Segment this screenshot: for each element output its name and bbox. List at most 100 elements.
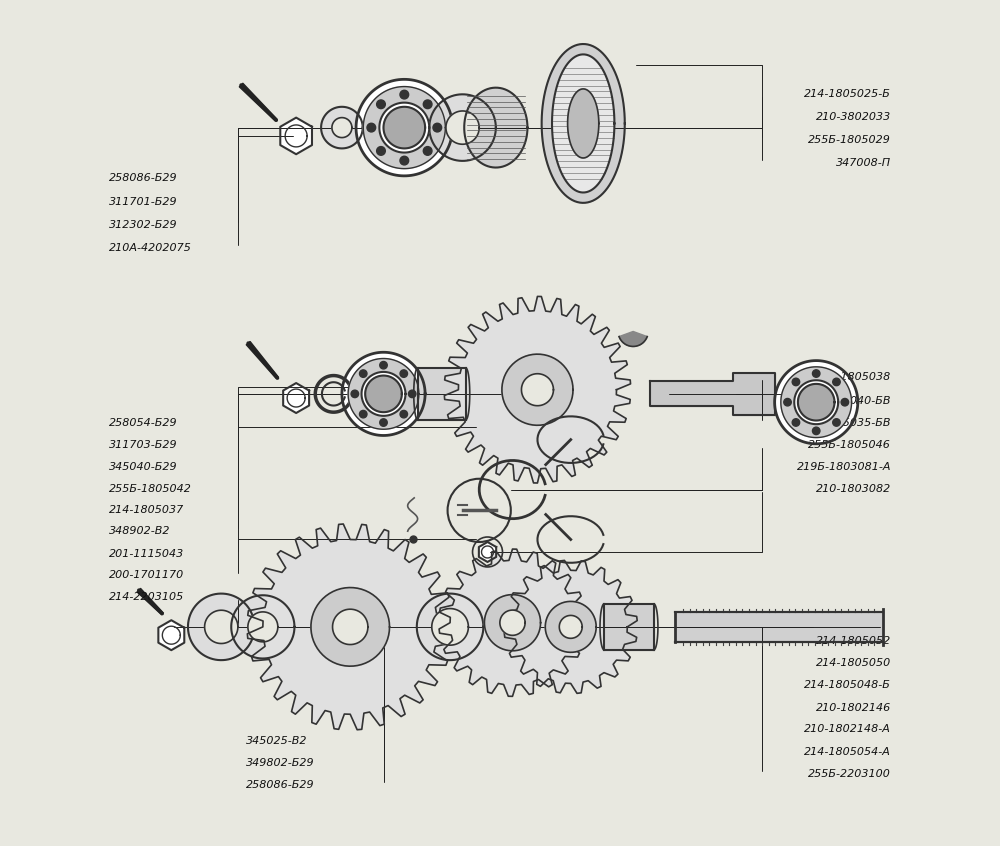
Text: 345040-Б29: 345040-Б29 bbox=[109, 462, 178, 472]
Text: 255Б-2203100: 255Б-2203100 bbox=[808, 769, 891, 779]
Circle shape bbox=[423, 146, 432, 156]
Circle shape bbox=[359, 410, 367, 418]
Circle shape bbox=[377, 146, 385, 156]
Polygon shape bbox=[500, 610, 525, 635]
Polygon shape bbox=[545, 602, 596, 652]
Polygon shape bbox=[362, 372, 405, 416]
Text: 214-1805038: 214-1805038 bbox=[816, 372, 891, 382]
Text: 311703-Б29: 311703-Б29 bbox=[109, 441, 178, 450]
Text: 210A-4202075: 210A-4202075 bbox=[109, 244, 192, 253]
Text: 214-1805037: 214-1805037 bbox=[109, 504, 184, 514]
Polygon shape bbox=[446, 111, 479, 144]
Text: 258054-Б29: 258054-Б29 bbox=[109, 418, 178, 428]
Polygon shape bbox=[504, 560, 637, 694]
Polygon shape bbox=[794, 380, 838, 424]
Polygon shape bbox=[248, 612, 278, 642]
Polygon shape bbox=[231, 596, 294, 658]
Circle shape bbox=[380, 361, 387, 369]
Circle shape bbox=[812, 370, 820, 377]
Circle shape bbox=[400, 410, 408, 418]
Polygon shape bbox=[568, 89, 599, 158]
Text: 214-1805054-A: 214-1805054-A bbox=[804, 747, 891, 756]
Polygon shape bbox=[188, 594, 255, 660]
Circle shape bbox=[812, 427, 820, 435]
Text: 210-3802033: 210-3802033 bbox=[816, 112, 891, 122]
Polygon shape bbox=[365, 376, 402, 412]
Circle shape bbox=[792, 378, 800, 386]
Text: 214-2203105: 214-2203105 bbox=[109, 592, 184, 602]
Text: 347008-П: 347008-П bbox=[836, 157, 891, 168]
Bar bbox=[418, 368, 466, 420]
Polygon shape bbox=[559, 615, 582, 639]
Polygon shape bbox=[479, 542, 496, 562]
Circle shape bbox=[400, 157, 409, 165]
Bar bbox=[604, 604, 654, 650]
Text: 312302-Б29: 312302-Б29 bbox=[109, 220, 178, 230]
Polygon shape bbox=[205, 610, 238, 644]
Polygon shape bbox=[439, 549, 586, 696]
Polygon shape bbox=[502, 354, 573, 426]
Polygon shape bbox=[158, 620, 184, 651]
Text: 349802-Б29: 349802-Б29 bbox=[246, 757, 315, 767]
Wedge shape bbox=[619, 332, 647, 347]
Polygon shape bbox=[239, 83, 277, 121]
Text: 255Б-1805029: 255Б-1805029 bbox=[808, 135, 891, 145]
Text: 201-1115043: 201-1115043 bbox=[109, 549, 184, 558]
Polygon shape bbox=[429, 94, 496, 161]
Polygon shape bbox=[675, 612, 883, 642]
Polygon shape bbox=[246, 342, 279, 379]
Circle shape bbox=[833, 419, 840, 426]
Circle shape bbox=[351, 390, 359, 398]
Text: 311701-Б29: 311701-Б29 bbox=[109, 197, 178, 207]
Polygon shape bbox=[798, 384, 835, 420]
Polygon shape bbox=[650, 373, 775, 415]
Circle shape bbox=[359, 370, 367, 377]
Text: 219Б-1803081-A: 219Б-1803081-A bbox=[797, 462, 891, 472]
Text: 214-1805052: 214-1805052 bbox=[816, 636, 891, 646]
Polygon shape bbox=[321, 107, 363, 148]
Polygon shape bbox=[432, 608, 468, 645]
Text: 214-1805035-БВ: 214-1805035-БВ bbox=[797, 418, 891, 428]
Circle shape bbox=[423, 100, 432, 108]
Polygon shape bbox=[283, 383, 309, 413]
Polygon shape bbox=[363, 86, 445, 168]
Polygon shape bbox=[384, 107, 425, 148]
Polygon shape bbox=[781, 367, 852, 437]
Polygon shape bbox=[311, 588, 390, 666]
Polygon shape bbox=[356, 80, 453, 176]
Text: 258086-Б29: 258086-Б29 bbox=[246, 780, 315, 790]
Text: 214-1805048-Б: 214-1805048-Б bbox=[804, 680, 891, 690]
Circle shape bbox=[792, 419, 800, 426]
Polygon shape bbox=[464, 88, 527, 168]
Circle shape bbox=[408, 390, 416, 398]
Circle shape bbox=[377, 100, 385, 108]
Circle shape bbox=[433, 124, 442, 132]
Circle shape bbox=[833, 378, 840, 386]
Text: 258086-Б29: 258086-Б29 bbox=[109, 173, 178, 183]
Polygon shape bbox=[542, 44, 625, 203]
Text: 214-1805040-БВ: 214-1805040-БВ bbox=[797, 396, 891, 405]
Polygon shape bbox=[332, 118, 352, 138]
Circle shape bbox=[367, 124, 376, 132]
Polygon shape bbox=[484, 595, 541, 651]
Polygon shape bbox=[521, 374, 553, 406]
Polygon shape bbox=[444, 296, 631, 483]
Polygon shape bbox=[379, 102, 429, 152]
Text: 214-1805050: 214-1805050 bbox=[816, 657, 891, 667]
Polygon shape bbox=[775, 360, 858, 444]
Polygon shape bbox=[247, 524, 453, 730]
Circle shape bbox=[400, 91, 409, 99]
Polygon shape bbox=[552, 54, 614, 193]
Text: 210-1803082: 210-1803082 bbox=[816, 484, 891, 494]
Text: 255Б-1805042: 255Б-1805042 bbox=[109, 484, 192, 494]
Text: 255Б-1805046: 255Б-1805046 bbox=[808, 441, 891, 450]
Polygon shape bbox=[137, 588, 163, 614]
Text: 210-1802148-A: 210-1802148-A bbox=[804, 724, 891, 734]
Text: 345025-В2: 345025-В2 bbox=[246, 736, 308, 746]
Text: 200-1701170: 200-1701170 bbox=[109, 570, 184, 580]
Polygon shape bbox=[348, 359, 419, 429]
Polygon shape bbox=[342, 352, 425, 436]
Circle shape bbox=[380, 419, 387, 426]
Text: 210-1802146: 210-1802146 bbox=[816, 702, 891, 712]
Text: 214-1805025-Б: 214-1805025-Б bbox=[804, 90, 891, 99]
